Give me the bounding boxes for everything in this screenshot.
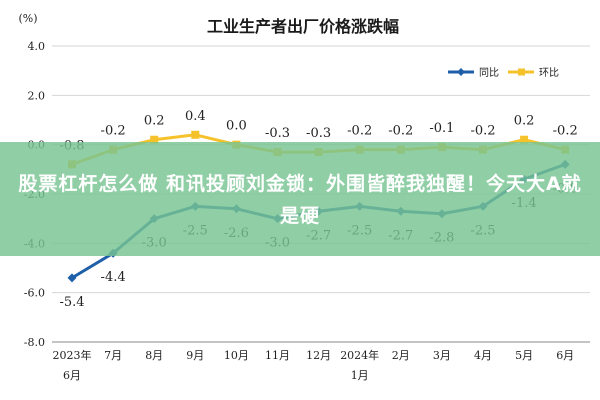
data-label-mom: 0.2 xyxy=(514,114,535,129)
data-label-mom: -0.2 xyxy=(470,124,495,139)
x-tick-label: 2024年 1月 xyxy=(340,348,379,382)
x-tick-label: 9月 xyxy=(186,349,204,362)
legend-label: 环比 xyxy=(539,67,559,79)
y-tick-label: -6.0 xyxy=(24,287,45,300)
legend-swatch-marker xyxy=(457,68,465,76)
overlay-banner xyxy=(0,142,600,256)
y-tick-label: 2.0 xyxy=(28,89,46,102)
data-label-mom: -0.3 xyxy=(265,126,290,141)
x-tick-label: 3月 xyxy=(433,349,451,362)
y-axis-label: (%) xyxy=(18,12,37,25)
x-tick-label: 12月 xyxy=(306,349,331,362)
data-label-mom: -0.2 xyxy=(347,124,372,139)
data-label-mom: -0.3 xyxy=(306,126,331,141)
data-point-mom xyxy=(191,130,200,139)
data-label-mom: 0.2 xyxy=(144,114,165,129)
x-tick-label: 2月 xyxy=(392,349,410,362)
data-point-mom xyxy=(150,135,159,144)
overlay-headline: 股票杠杆怎么做 和讯投顾刘金锁：外围皆醉我独醒！今天大A就是硬 xyxy=(18,173,582,227)
data-point-mom xyxy=(520,135,529,144)
x-tick-label: 5月 xyxy=(515,349,533,362)
x-tick-label: 11月 xyxy=(265,349,290,362)
legend-label: 同比 xyxy=(479,67,499,79)
chart-title: 工业生产者出厂价格涨跌幅 xyxy=(207,17,399,36)
x-tick-label: 7月 xyxy=(104,349,122,362)
y-tick-label: 4.0 xyxy=(28,40,46,53)
x-tick-label: 6月 xyxy=(556,349,574,362)
x-tick-label: 4月 xyxy=(474,349,492,362)
x-tick-label: 8月 xyxy=(145,349,163,362)
data-label-mom: -0.2 xyxy=(553,124,578,139)
data-point-yoy xyxy=(67,273,77,283)
data-label-mom: -0.2 xyxy=(388,124,413,139)
data-label-yoy: -4.4 xyxy=(101,270,126,285)
x-tick-label: 10月 xyxy=(224,349,249,362)
legend-swatch-marker xyxy=(518,68,525,76)
x-tick-label: 2023年 6月 xyxy=(53,348,92,382)
data-label-mom: 0.4 xyxy=(185,109,206,124)
data-label-yoy: -5.4 xyxy=(59,295,84,310)
data-label-mom: 0.0 xyxy=(226,119,247,134)
data-label-mom: -0.2 xyxy=(101,124,126,139)
data-label-mom: -0.1 xyxy=(429,121,454,136)
y-tick-label: -8.0 xyxy=(24,336,45,349)
